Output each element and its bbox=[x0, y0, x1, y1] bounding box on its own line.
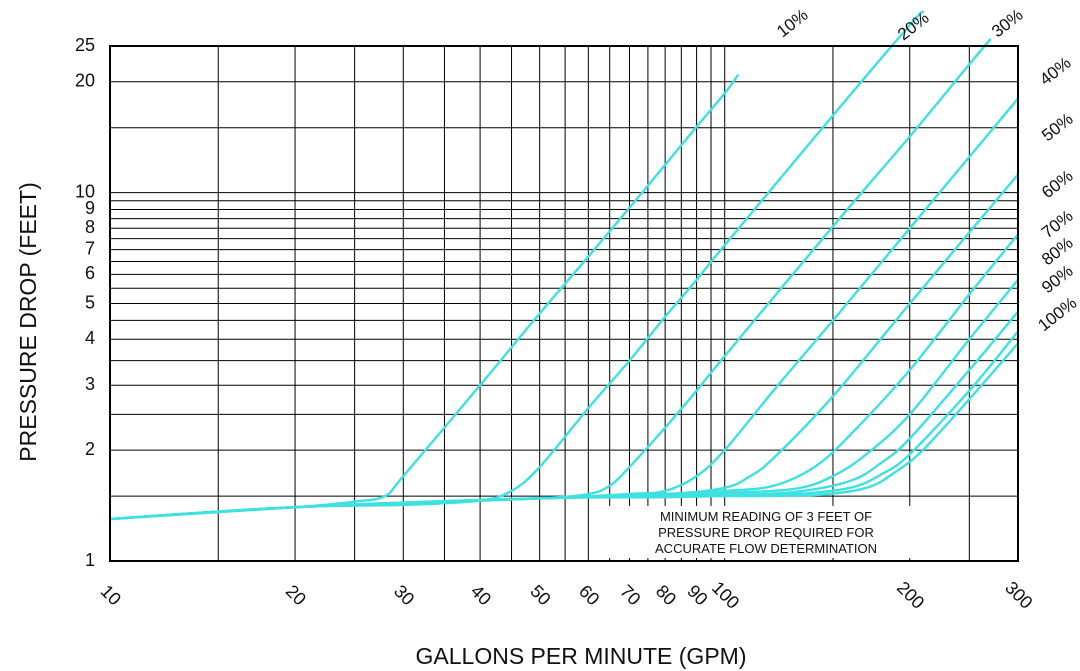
y-tick-label: 5 bbox=[85, 292, 95, 312]
curve-label-100pct: 100% bbox=[1034, 293, 1080, 335]
x-tick-label: 50 bbox=[526, 581, 554, 609]
curve-label-70pct: 70% bbox=[1038, 206, 1077, 242]
series-line-40pct bbox=[110, 97, 1018, 521]
plot-area-border bbox=[109, 45, 1019, 562]
curve-label-30pct: 30% bbox=[988, 5, 1027, 41]
x-tick-label: 40 bbox=[467, 581, 495, 609]
series-line-30pct bbox=[110, 38, 992, 521]
x-tick-label: 200 bbox=[893, 577, 928, 612]
y-tick-label: 6 bbox=[85, 263, 95, 283]
y-tick-label: 7 bbox=[85, 238, 95, 258]
y-tick-label: 3 bbox=[85, 374, 95, 394]
note-line-3: ACCURATE FLOW DETERMINATION bbox=[655, 541, 877, 556]
x-tick-label: 10 bbox=[97, 581, 125, 609]
x-tick-label: 80 bbox=[652, 581, 680, 609]
series-line-90pct bbox=[110, 330, 1018, 521]
x-axis-title: GALLONS PER MINUTE (GPM) bbox=[416, 643, 747, 669]
y-axis-title: PRESSURE DROP (FEET) bbox=[15, 182, 41, 461]
series-line-10pct bbox=[110, 74, 739, 521]
curve-label-90pct: 90% bbox=[1038, 261, 1077, 297]
y-tick-label: 10 bbox=[75, 181, 95, 201]
series-line-80pct bbox=[110, 310, 1018, 521]
curve-labels: 10% 20% 30%40% 50% 60% 70%80%90%100% bbox=[773, 5, 1080, 335]
min-reading-note: MINIMUM READING OF 3 FEET OF PRESSURE DR… bbox=[606, 506, 930, 558]
x-tick-label: 20 bbox=[282, 581, 310, 609]
curve-label-10pct: 10% bbox=[773, 5, 812, 41]
curve-label-60pct: 60% bbox=[1038, 166, 1077, 202]
y-tick-label: 8 bbox=[85, 217, 95, 237]
x-tick-label: 60 bbox=[575, 581, 603, 609]
grid-lines bbox=[110, 46, 1018, 561]
y-tick-label: 1 bbox=[85, 550, 95, 570]
curve-label-40pct: 40% bbox=[1036, 53, 1075, 89]
note-line-1: MINIMUM READING OF 3 FEET OF bbox=[660, 509, 872, 524]
x-tick-label: 300 bbox=[1001, 577, 1036, 612]
curve-label-20pct: 20% bbox=[894, 8, 933, 44]
x-tick-label: 70 bbox=[616, 581, 644, 609]
y-tick-label: 4 bbox=[85, 328, 95, 348]
y-tick-label: 20 bbox=[75, 70, 95, 90]
y-tick-label: 2 bbox=[85, 439, 95, 459]
series-line-100pct bbox=[110, 342, 1018, 521]
x-tick-label: 30 bbox=[390, 581, 418, 609]
curves bbox=[110, 10, 1018, 521]
x-tick-label: 100 bbox=[708, 577, 743, 612]
y-tick-label: 9 bbox=[85, 198, 95, 218]
series-line-50pct bbox=[110, 173, 1018, 521]
series-line-70pct bbox=[110, 278, 1018, 521]
x-tick-label: 90 bbox=[683, 581, 711, 609]
series-line-60pct bbox=[110, 233, 1018, 521]
y-tick-label: 25 bbox=[75, 35, 95, 55]
curve-label-50pct: 50% bbox=[1038, 109, 1077, 145]
curve-label-80pct: 80% bbox=[1038, 233, 1077, 269]
note-line-2: PRESSURE DROP REQUIRED FOR bbox=[658, 525, 874, 540]
